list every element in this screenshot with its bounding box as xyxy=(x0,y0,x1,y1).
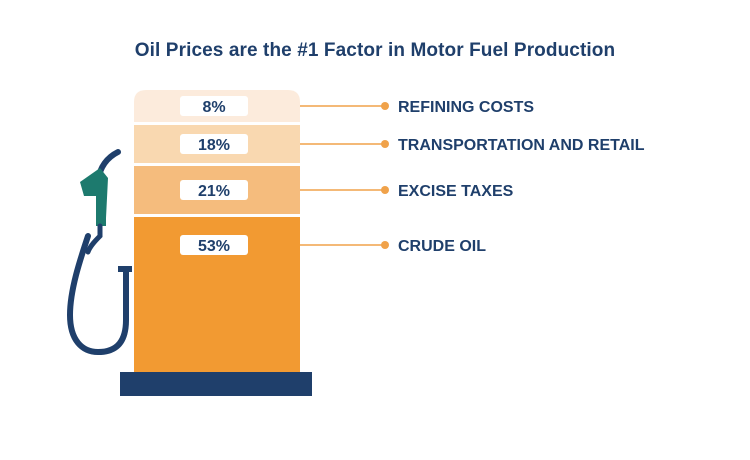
leader-dot-refining-costs xyxy=(381,102,389,110)
value-label-box-refining-costs xyxy=(180,96,248,116)
leader-lines xyxy=(300,102,389,249)
leader-dot-crude-oil xyxy=(381,241,389,249)
category-label-refining-costs: REFINING COSTS xyxy=(398,99,534,116)
category-label-transportation-and-retail: TRANSPORTATION AND RETAIL xyxy=(398,137,645,154)
fuel-nozzle-icon xyxy=(80,149,121,255)
pump-base xyxy=(120,372,312,396)
value-label-crude-oil: 53% xyxy=(198,238,230,255)
value-label-excise-taxes: 21% xyxy=(198,183,230,200)
value-label-box-transportation-and-retail xyxy=(180,134,248,154)
category-label-crude-oil: CRUDE OIL xyxy=(398,238,486,255)
leader-dot-excise-taxes xyxy=(381,186,389,194)
stacked-bar xyxy=(134,90,300,372)
value-labels: 8% 18% 21% 53% xyxy=(180,96,248,255)
category-label-excise-taxes: EXCISE TAXES xyxy=(398,183,514,200)
value-label-refining-costs: 8% xyxy=(202,99,225,116)
value-label-box-crude-oil xyxy=(180,235,248,255)
chart-title: Oil Prices are the #1 Factor in Motor Fu… xyxy=(134,40,616,61)
value-label-box-excise-taxes xyxy=(180,180,248,200)
leader-dot-transportation-and-retail xyxy=(381,140,389,148)
value-label-transportation-and-retail: 18% xyxy=(198,137,230,154)
fuel-hose-icon xyxy=(66,233,132,356)
category-labels: REFINING COSTS TRANSPORTATION AND RETAIL E… xyxy=(398,99,645,255)
